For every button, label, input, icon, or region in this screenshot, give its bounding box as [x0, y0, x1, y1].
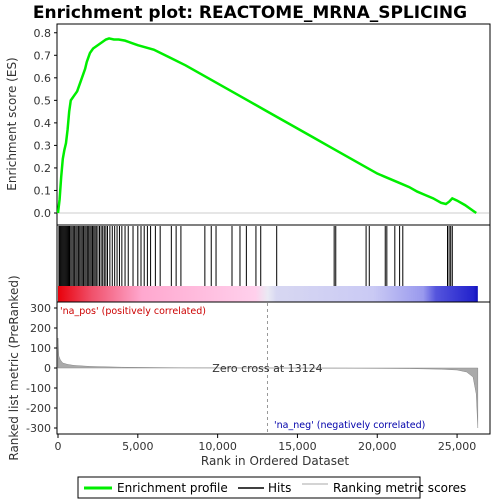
enrichment-profile-line [56, 37, 477, 215]
metric-y-tick-label: 100 [30, 342, 51, 355]
es-y-tick-label: 0.3 [34, 139, 52, 152]
es-y-tick-label: 0.4 [34, 117, 52, 130]
positive-correlation-label: 'na_pos' (positively correlated) [60, 306, 206, 317]
metric-axis-label: Ranked list metric (PreRanked) [7, 275, 21, 460]
x-tick-label: 15,000 [278, 440, 317, 453]
x-axis-label: Rank in Ordered Dataset [201, 454, 349, 468]
legend-label-hits: Hits [268, 481, 291, 495]
es-y-tick-label: 0.5 [34, 94, 52, 107]
chart-title: Enrichment plot: REACTOME_MRNA_SPLICING [33, 3, 467, 23]
metric-y-tick-label: -100 [26, 382, 51, 395]
es-y-tick-label: 0.8 [34, 27, 52, 40]
x-tick-label: 25,000 [438, 440, 477, 453]
metric-y-tick-label: -300 [26, 422, 51, 435]
es-y-tick-label: 0.0 [34, 207, 52, 220]
metric-y-tick-label: -200 [26, 402, 51, 415]
legend: Enrichment profile Hits Ranking metric s… [77, 476, 466, 499]
x-tick-label: 20,000 [358, 440, 397, 453]
es-y-tick-label: 0.7 [34, 49, 52, 62]
x-tick-label: 5,000 [122, 440, 154, 453]
ranking-metric-area [57, 337, 479, 429]
x-axis: 0 5,000 10,000 15,000 20,000 25,000 [55, 434, 477, 453]
es-y-tick-label: 0.6 [34, 72, 52, 85]
es-axis-label: Enrichment score (ES) [5, 57, 19, 190]
x-tick-label: 10,000 [198, 440, 237, 453]
es-panel: 0.0 0.1 0.2 0.3 0.4 0.5 0.6 0.7 0.8 Enrichment s… [5, 23, 491, 226]
x-tick-label: 0 [55, 440, 62, 453]
metric-y-tick-label: 200 [30, 322, 51, 335]
legend-label-enrichment: Enrichment profile [117, 481, 228, 495]
metric-y-tick-label: 0 [44, 362, 51, 375]
ranked-metric-panel: Zero cross at 13124 'na_pos' (positively… [7, 275, 491, 461]
legend-label-metric: Ranking metric scores [333, 481, 466, 495]
metric-y-tick-label: 300 [30, 302, 51, 315]
hits-panel [56, 224, 491, 303]
es-y-tick-label: 0.1 [34, 184, 52, 197]
es-y-tick-label: 0.2 [34, 162, 52, 175]
correlation-color-bar [58, 286, 478, 303]
zero-cross-label: Zero cross at 13124 [212, 362, 322, 375]
negative-correlation-label: 'na_neg' (negatively correlated) [274, 420, 425, 431]
